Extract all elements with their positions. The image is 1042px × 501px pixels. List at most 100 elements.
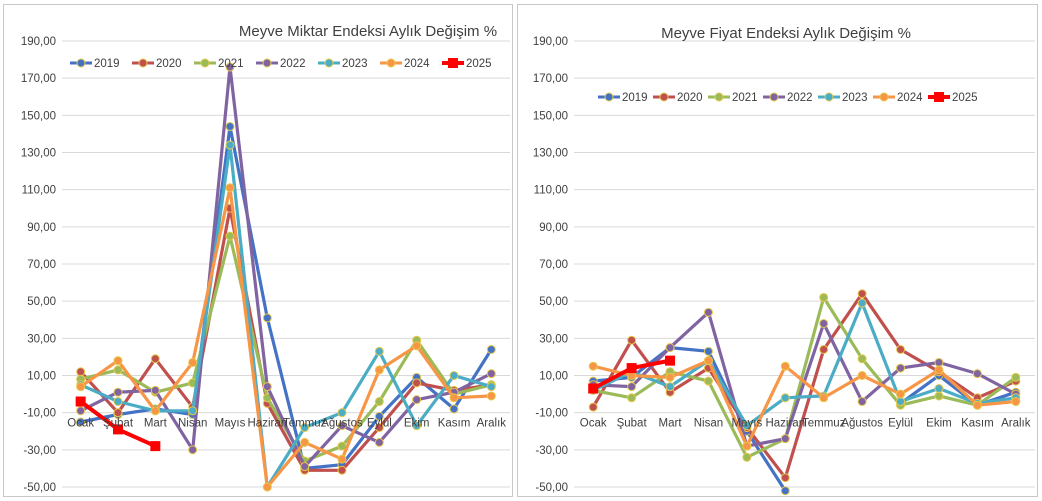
chart-miktar: -50,00 -30,00 -10,00 10,00 30,00 50,00 70,00 90…: [21, 23, 510, 494]
legend-label: 2022: [280, 58, 306, 70]
data-point-2024: [188, 357, 198, 367]
data-point-2021: [857, 354, 867, 364]
series-line-2019: [591, 346, 1018, 493]
data-point-2020: [896, 344, 906, 354]
data-point-2022: [412, 395, 422, 405]
data-point-2023: [374, 346, 384, 356]
legend-label: 2019: [94, 58, 120, 70]
x-tick-label: Mart: [144, 418, 168, 430]
legend-item-2021: 2021: [708, 92, 758, 104]
legend-marker: [659, 92, 669, 102]
legend-marker: [200, 58, 210, 68]
y-tick-label: -30,00: [23, 445, 56, 457]
data-point-2022: [150, 385, 160, 395]
data-point-2025: [626, 363, 637, 374]
legend-marker: [824, 92, 834, 102]
data-point-2022: [188, 445, 198, 455]
x-tick-label: Aralık: [1001, 418, 1031, 430]
data-point-2022: [972, 369, 982, 379]
x-tick-label: Mayıs: [732, 418, 763, 430]
data-point-2021: [819, 292, 829, 302]
data-point-2020: [113, 408, 123, 418]
series-line-2023: [79, 143, 493, 489]
y-tick-label: 30,00: [27, 333, 56, 345]
data-point-2022: [262, 382, 272, 392]
y-tick-label: -30,00: [535, 445, 568, 457]
x-tick-label: Mart: [659, 418, 683, 430]
data-point-2024: [412, 341, 422, 351]
data-point-2024: [857, 371, 867, 380]
data-point-2022: [665, 343, 675, 353]
y-tick-label: 90,00: [539, 222, 568, 234]
data-point-2021: [113, 365, 123, 375]
x-tick-label: Ağustos: [841, 418, 883, 430]
y-tick-label: 90,00: [27, 222, 56, 234]
x-tick-label: Şubat: [617, 418, 648, 430]
data-point-2022: [780, 434, 790, 444]
data-point-2019: [780, 486, 790, 496]
data-point-2022: [374, 437, 384, 447]
data-point-2021: [374, 397, 384, 407]
y-tick-label: 150,00: [21, 110, 56, 122]
chart-title: Meyve Miktar Endeksi Aylık Değişim %: [239, 23, 497, 40]
x-tick-label: Haziran: [248, 418, 288, 430]
chart-panel-fiyat: -50,00 -30,00 -10,00 10,00 30,00 50,00 70,00 90…: [517, 4, 1038, 497]
data-point-2023: [225, 140, 235, 150]
data-point-2024: [1011, 397, 1021, 407]
data-point-2021: [703, 376, 713, 386]
legend-label: 2019: [622, 92, 648, 104]
legend-label: 2021: [732, 92, 758, 104]
data-point-2019: [449, 404, 459, 414]
legend-marker: [879, 92, 889, 102]
data-point-2023: [742, 421, 752, 431]
data-point-2020: [780, 473, 790, 483]
y-tick-label: 170,00: [21, 73, 56, 85]
legend-label: 2020: [156, 58, 182, 70]
legend-item-2022: 2022: [256, 58, 306, 70]
data-point-2022: [300, 462, 310, 472]
data-point-2024: [819, 393, 829, 403]
y-tick-label: -50,00: [535, 482, 568, 494]
x-tick-label: Ekim: [926, 418, 952, 430]
series-line-2024: [591, 359, 1018, 448]
data-point-2023: [113, 397, 123, 407]
legend-label: 2023: [342, 58, 368, 70]
data-point-2024: [76, 382, 86, 392]
data-point-2023: [934, 384, 944, 394]
data-point-2021: [1011, 372, 1021, 382]
data-point-2025: [665, 355, 676, 366]
legend-label: 2024: [897, 92, 923, 104]
data-point-2020: [819, 344, 829, 354]
data-point-2023: [188, 406, 198, 416]
series-line-2023: [591, 301, 1018, 428]
data-point-2020: [627, 335, 637, 345]
y-tick-label: 70,00: [27, 259, 56, 271]
data-point-2024: [113, 356, 123, 366]
data-point-2020: [150, 354, 160, 364]
x-tick-label: Eylül: [367, 418, 392, 430]
x-tick-label: Nisan: [694, 418, 723, 430]
legend-marker: [386, 58, 396, 68]
legend-marker: [324, 58, 334, 68]
data-point-2024: [665, 372, 675, 382]
legend-marker: [714, 92, 724, 102]
data-point-2020: [588, 402, 598, 412]
data-point-2021: [934, 391, 944, 401]
series-line-2022: [79, 65, 493, 469]
data-point-2022: [934, 357, 944, 367]
series-line-2020: [79, 206, 493, 472]
y-tick-label: 150,00: [533, 110, 568, 122]
data-point-2019: [225, 121, 235, 131]
x-tick-label: Aralık: [477, 418, 507, 430]
y-tick-label: 110,00: [22, 185, 56, 197]
x-tick-label: Haziran: [765, 418, 805, 430]
legend-marker: [604, 92, 614, 102]
data-point-2024: [225, 183, 235, 193]
legend-label: 2025: [952, 92, 978, 104]
x-tick-label: Ağustos: [321, 418, 363, 430]
legend-item-2024: 2024: [380, 58, 430, 70]
data-point-2025: [588, 383, 599, 394]
chart-title: Meyve Fiyat Endeksi Aylık Değişim %: [661, 25, 911, 42]
x-tick-label: Nisan: [178, 418, 207, 430]
legend-label: 2021: [218, 58, 244, 70]
